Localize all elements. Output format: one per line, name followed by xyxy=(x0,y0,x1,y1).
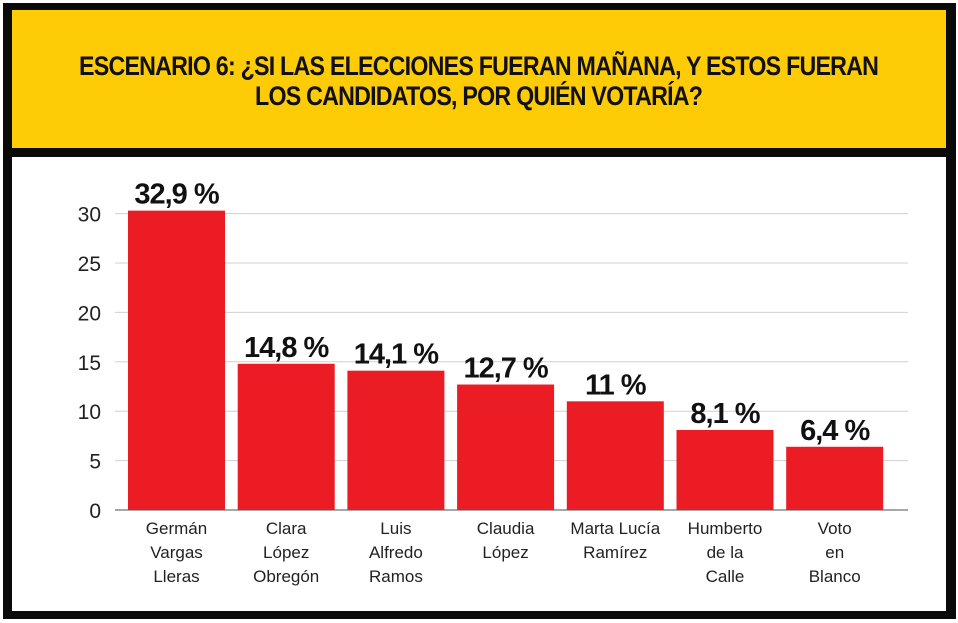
chart-header: ESCENARIO 6: ¿SI LAS ELECCIONES FUERAN M… xyxy=(12,10,946,148)
x-category-label: Lleras xyxy=(153,567,199,586)
chart-title-line-1: ESCENARIO 6: ¿SI LAS ELECCIONES FUERAN M… xyxy=(79,51,879,81)
bar xyxy=(128,210,225,511)
y-tick-label: 30 xyxy=(78,204,101,227)
x-category-label: Clara xyxy=(266,519,307,538)
bar xyxy=(457,384,555,510)
x-category-label: en xyxy=(825,543,844,562)
y-tick-label: 25 xyxy=(78,253,101,276)
chart-title: ESCENARIO 6: ¿SI LAS ELECCIONES FUERAN M… xyxy=(79,51,879,111)
x-category-label: Claudia xyxy=(477,519,535,538)
x-category-label: Luis xyxy=(380,519,411,538)
data-label: 14,8 % xyxy=(244,332,329,364)
bar xyxy=(347,370,445,510)
x-category-label: Obregón xyxy=(253,567,319,586)
x-category-label: Calle xyxy=(706,567,745,586)
x-category-label: Alfredo xyxy=(369,543,423,562)
x-category-label: Vargas xyxy=(150,543,203,562)
y-tick-label: 20 xyxy=(78,302,101,325)
chart-title-line-2: LOS CANDIDATOS, POR QUIÉN VOTARÍA? xyxy=(255,81,703,111)
y-tick-label: 15 xyxy=(78,352,101,375)
bar xyxy=(237,363,335,510)
x-category-label: López xyxy=(263,543,309,562)
x-category-label: Voto xyxy=(818,519,852,538)
data-label: 6,4 % xyxy=(800,415,870,447)
bar xyxy=(786,446,884,510)
data-label: 8,1 % xyxy=(690,398,760,430)
bar-chart: 0 5 10 15 20 25 30 32,9 % Germán Vargas Lleras 14,8… xyxy=(78,179,908,586)
x-category-label: Humberto xyxy=(688,519,763,538)
bar xyxy=(566,401,664,510)
data-label: 11 % xyxy=(585,369,647,401)
data-label: 14,1 % xyxy=(354,339,439,371)
x-category-label: Ramírez xyxy=(583,543,647,562)
x-category-label: Marta Lucía xyxy=(570,519,660,538)
data-label: 32,9 % xyxy=(134,179,219,211)
x-category-label: Germán xyxy=(146,519,207,538)
chart-panel: 0 5 10 15 20 25 30 32,9 % Germán Vargas Lleras 14,8… xyxy=(12,157,946,611)
x-category-label: de la xyxy=(707,543,744,562)
y-tick-label: 0 xyxy=(89,500,101,523)
bar xyxy=(676,429,774,510)
y-tick-label: 5 xyxy=(89,451,101,474)
x-category-label: Ramos xyxy=(369,567,423,586)
y-tick-label: 10 xyxy=(78,401,101,424)
x-category-label: López xyxy=(482,543,528,562)
data-label: 12,7 % xyxy=(463,353,548,385)
x-category-label: Blanco xyxy=(809,567,861,586)
